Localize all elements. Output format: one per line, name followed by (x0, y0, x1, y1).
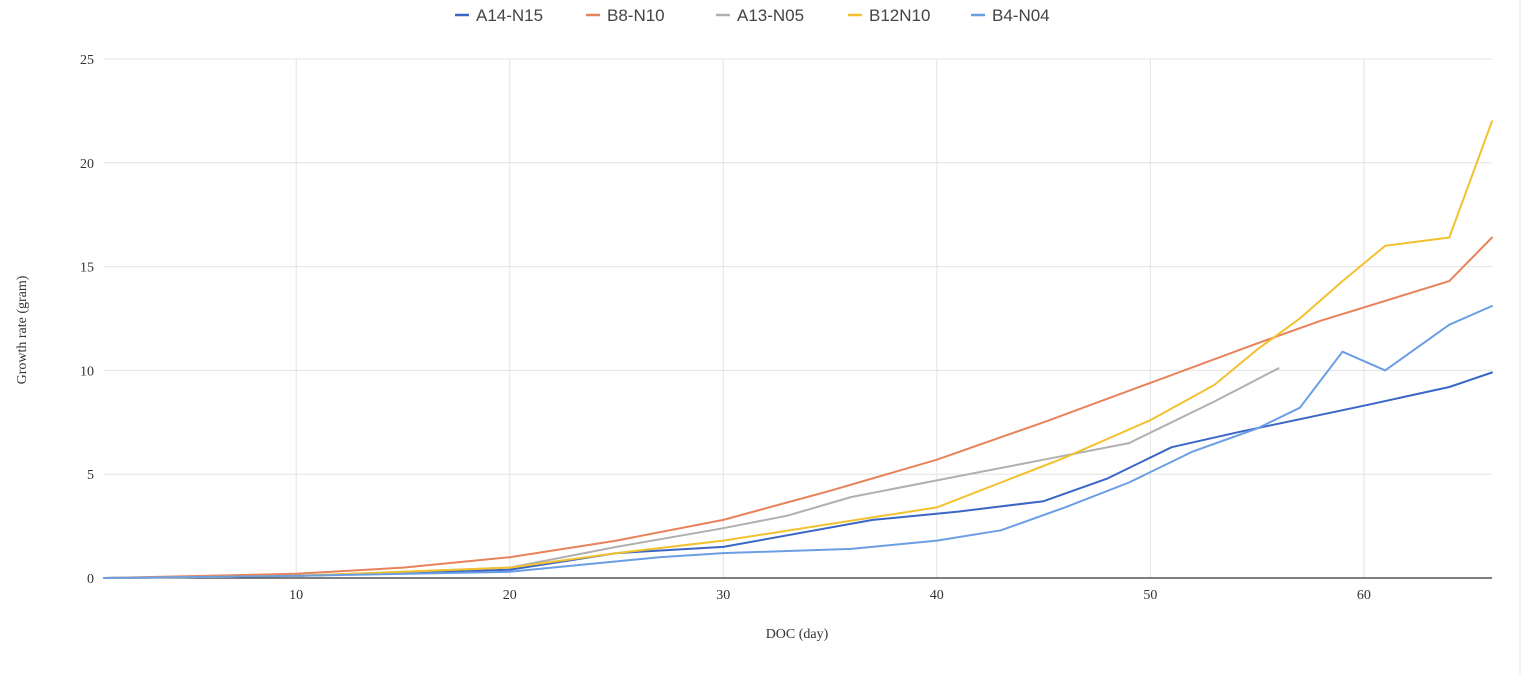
legend-item-b4-n04: B4-N04 (971, 6, 1050, 25)
legend: A14-N15 B8-N10 A13-N05 B12N10 B4-N04 (455, 6, 1050, 25)
legend-label: A13-N05 (737, 6, 804, 25)
grid-layer (104, 58, 1492, 578)
x-tick-label: 30 (716, 588, 730, 603)
axis-layer: 0 5 10 15 20 25 10 20 30 40 50 60 (80, 53, 1492, 603)
legend-item-a13-n05: A13-N05 (716, 6, 804, 25)
series-line-b12n10 (103, 120, 1493, 579)
y-tick-label: 25 (80, 53, 94, 68)
x-tick-label: 50 (1143, 588, 1157, 603)
series-line-b4-n04 (103, 305, 1493, 579)
right-edge-divider (1519, 0, 1521, 674)
legend-label: B4-N04 (992, 6, 1050, 25)
x-tick-label: 10 (289, 588, 303, 603)
legend-label: A14-N15 (476, 6, 543, 25)
y-tick-label: 15 (80, 261, 94, 276)
y-tick-label: 0 (87, 572, 94, 587)
legend-item-b8-n10: B8-N10 (586, 6, 665, 25)
x-axis-title: DOC (day) (766, 627, 829, 642)
legend-item-a14-n15: A14-N15 (455, 6, 543, 25)
y-tick-label: 10 (80, 364, 94, 379)
legend-label: B12N10 (869, 6, 930, 25)
legend-item-b12n10: B12N10 (848, 6, 930, 25)
x-tick-label: 60 (1357, 588, 1371, 603)
legend-label: B8-N10 (607, 6, 665, 25)
y-tick-label: 5 (87, 468, 94, 483)
x-tick-label: 20 (503, 588, 517, 603)
series-layer (103, 120, 1493, 579)
y-tick-label: 20 (80, 157, 94, 172)
series-line-b8-n10 (103, 236, 1493, 579)
series-line-a14-n15 (103, 371, 1493, 579)
x-tick-label: 40 (930, 588, 944, 603)
y-axis-title: Growth rate (gram) (15, 275, 30, 384)
